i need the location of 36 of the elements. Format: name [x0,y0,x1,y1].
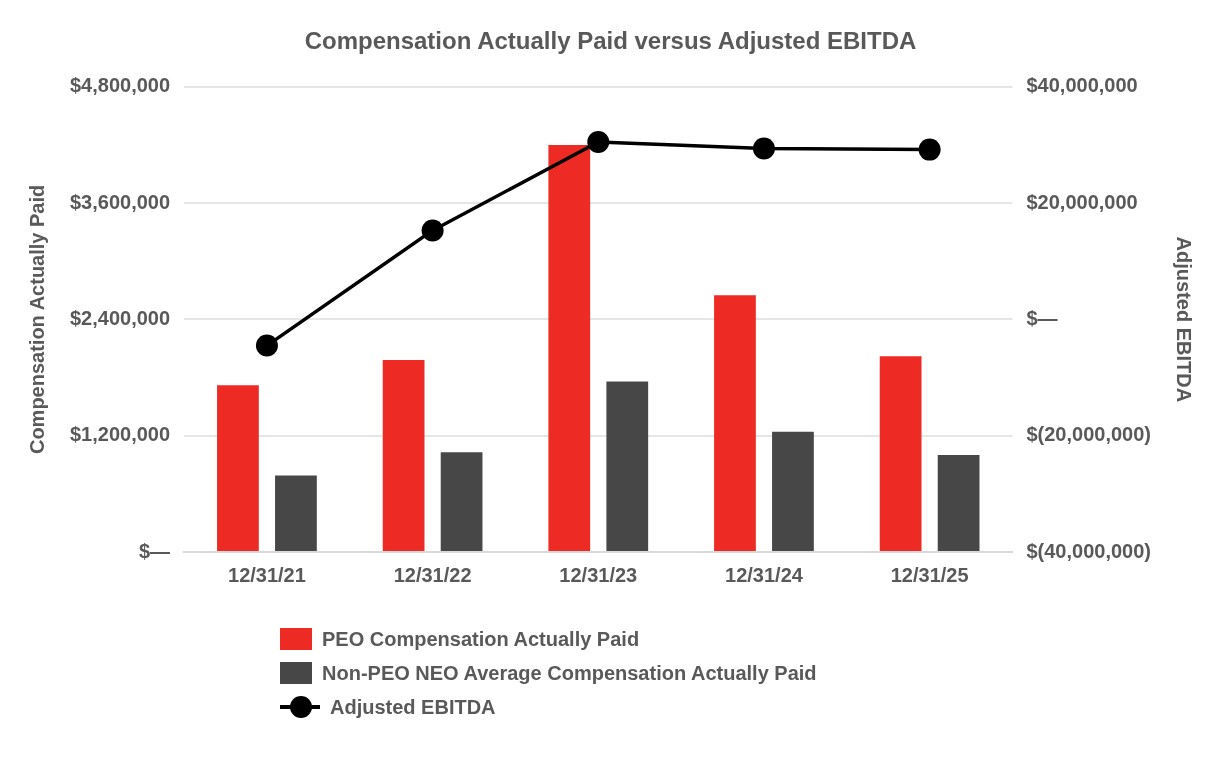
point [421,219,444,242]
bar [382,360,425,551]
x-tick-label: 12/31/25 [890,563,969,586]
bar [937,455,980,551]
legend-label: PEO Compensation Actually Paid [322,627,640,651]
bar [714,295,756,551]
bar [606,381,649,551]
x-tick-label: 12/31/21 [228,563,306,586]
y-tick-label: $3,600,000 [69,190,171,213]
x-tick-label: 12/31/22 [393,563,472,586]
point [918,138,941,161]
x-tick-label: 12/31/24 [725,563,804,586]
legend-label: Non-PEO NEO Average Compensation Actually Paid [322,661,817,685]
y-tick-label: $— [138,539,171,562]
bar [772,431,814,551]
bar [275,475,317,551]
bar [217,385,259,551]
point [752,137,775,160]
chart-title: Compensation Actually Paid versus Adjusted EBITDA [304,27,917,55]
point [587,131,610,154]
x-tick-label: 12/31/23 [559,563,638,586]
y2-tick-label: $(20,000,000) [1026,423,1152,446]
y-axis-title: Compensation Actually Paid [25,184,48,455]
point [255,334,278,357]
y2-tick-label: $20,000,000 [1026,190,1138,213]
y-tick-label: $1,200,000 [69,423,171,446]
bar [440,452,483,551]
bar [548,144,591,551]
y2-tick-label: $(40,000,000) [1026,539,1152,562]
bar [879,356,922,551]
y2-axis-title: Adjusted EBITDA [1173,236,1196,403]
y2-tick-label: $— [1026,306,1058,329]
y2-tick-label: $40,000,000 [1026,74,1138,97]
legend-label: Adjusted EBITDA [330,695,496,719]
y-tick-label: $4,800,000 [69,74,171,97]
y-tick-label: $2,400,000 [69,306,171,329]
